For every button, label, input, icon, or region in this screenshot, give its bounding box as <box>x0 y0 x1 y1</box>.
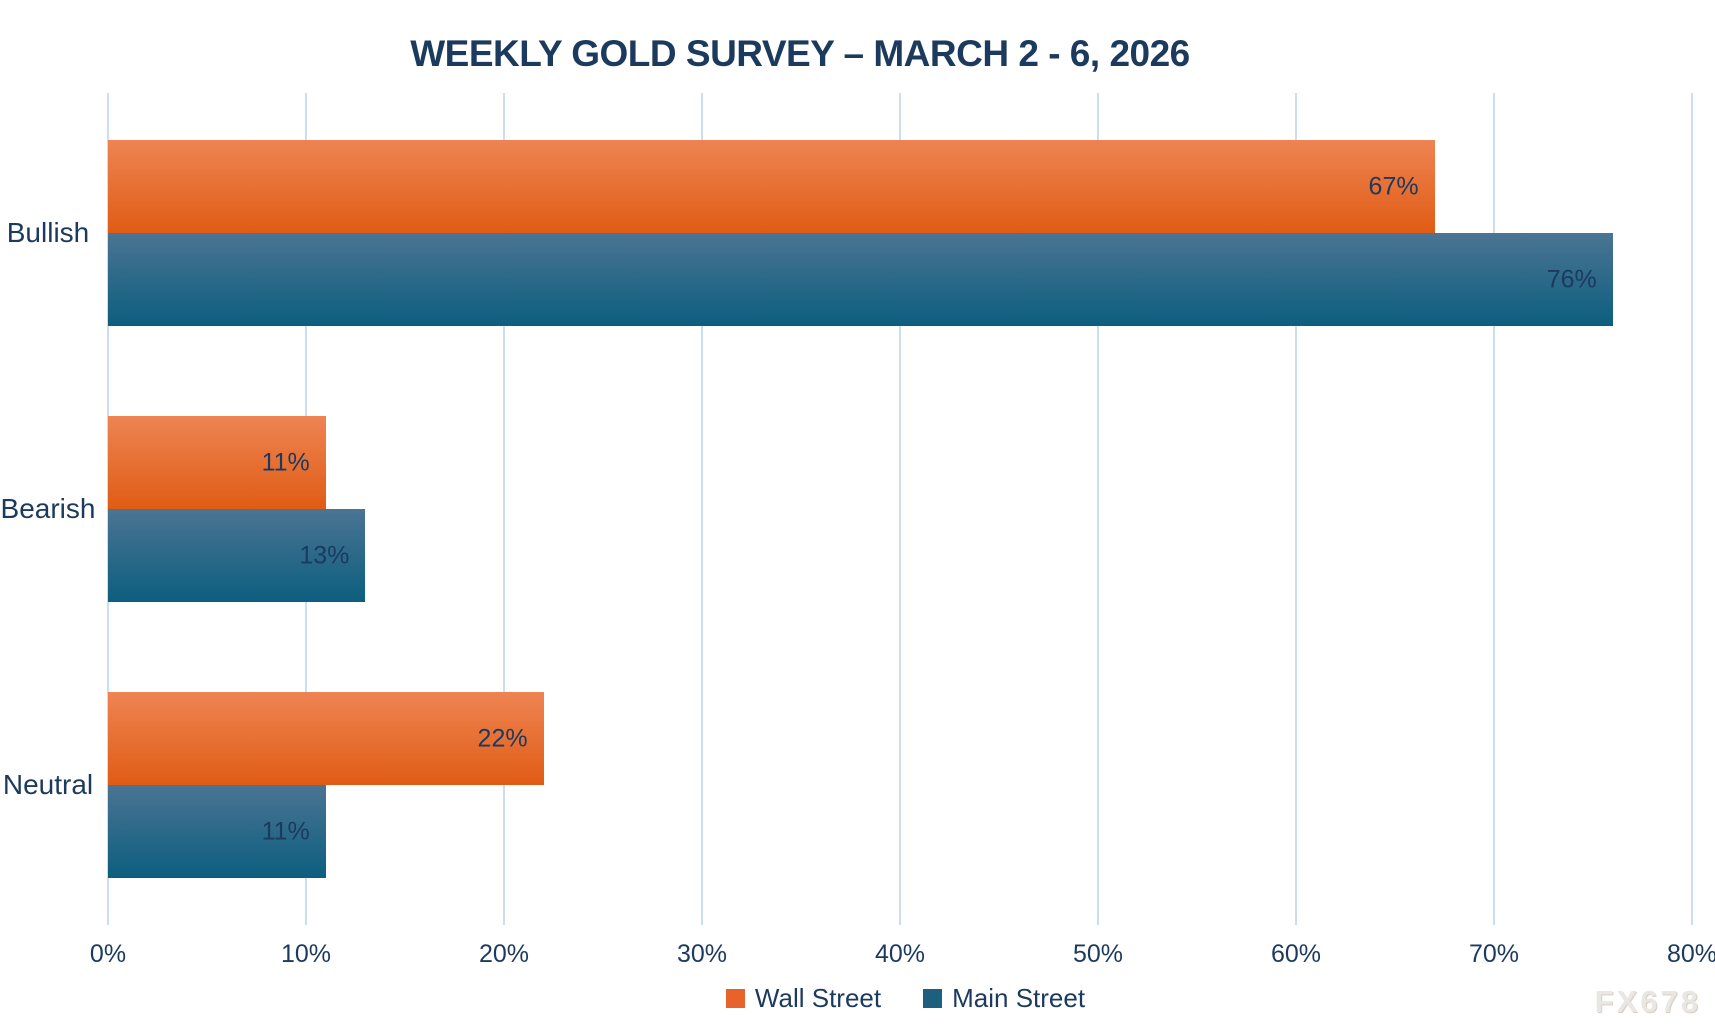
legend: Wall Street Main Street <box>48 983 1715 1014</box>
legend-swatch-icon <box>725 989 745 1008</box>
gridline <box>1295 93 1297 925</box>
bar-value-label: 22% <box>477 724 528 752</box>
x-tick-label: 20% <box>478 940 530 968</box>
chart-title: WEEKLY GOLD SURVEY – MARCH 2 - 6, 2026 <box>410 33 1190 74</box>
plot-area: 67% 76% 11% 13% 22% 11% <box>107 93 1693 925</box>
gridline <box>1097 93 1099 925</box>
bar-value-label: 67% <box>1368 172 1419 200</box>
x-tick-label: 40% <box>874 940 926 968</box>
watermark: FX678 <box>1594 984 1701 1019</box>
bar-value-label: 76% <box>1546 265 1597 293</box>
gridline <box>899 93 901 925</box>
x-tick-label: 50% <box>1072 940 1124 968</box>
gridline <box>1493 93 1495 925</box>
bar-value-label: 11% <box>261 817 310 845</box>
gridline <box>503 93 505 925</box>
category-label-neutral: Neutral <box>2 769 94 800</box>
gridline <box>1691 93 1693 925</box>
gridline <box>701 93 703 925</box>
bar-value-label: 11% <box>261 448 310 476</box>
category-label-bullish: Bullish <box>6 217 90 248</box>
x-tick-label: 80% <box>1666 940 1715 968</box>
legend-label: Wall Street <box>754 983 882 1013</box>
x-tick-label: 30% <box>676 940 728 968</box>
legend-item-wall-street: Wall Street <box>725 983 882 1014</box>
bar-main-street-bearish: 13% <box>108 509 366 602</box>
x-tick-label: 70% <box>1468 940 1520 968</box>
bar-wall-street-bearish: 11% <box>108 416 326 509</box>
bar-wall-street-bullish: 67% <box>108 140 1435 233</box>
bar-value-label: 13% <box>299 541 350 569</box>
legend-swatch-icon <box>923 989 943 1008</box>
x-tick-label: 60% <box>1270 940 1322 968</box>
bar-main-street-neutral: 11% <box>108 785 326 878</box>
bar-main-street-bullish: 76% <box>108 233 1613 326</box>
category-label-bearish: Bearish <box>0 493 96 524</box>
legend-item-main-street: Main Street <box>923 983 1085 1014</box>
x-tick-label: 10% <box>280 940 332 968</box>
bar-wall-street-neutral: 22% <box>108 692 544 785</box>
x-tick-label: 0% <box>89 940 127 968</box>
legend-label: Main Street <box>952 983 1086 1013</box>
